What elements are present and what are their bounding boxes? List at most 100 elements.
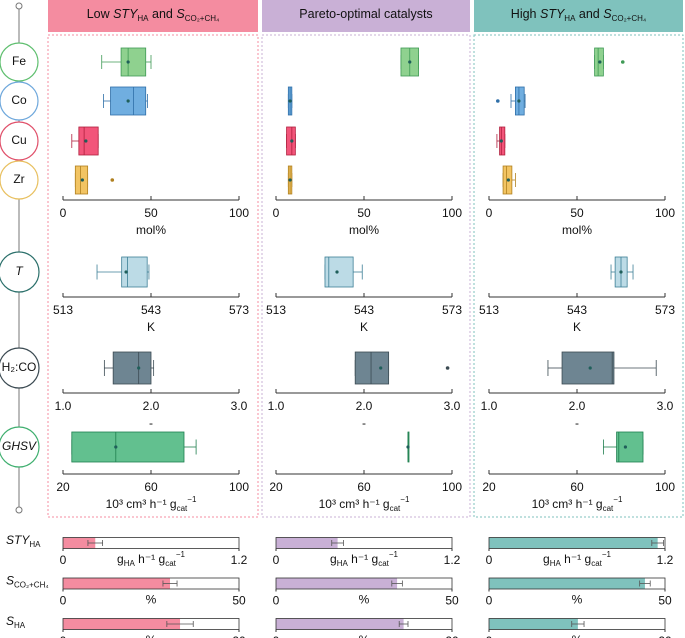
panel-title-part: HA	[564, 14, 576, 23]
tick-label: 2.0	[356, 399, 373, 413]
metric-unit-part: −1	[389, 550, 399, 559]
tick-label: 60	[570, 480, 584, 494]
mean-dot	[126, 99, 130, 103]
metric-bar	[489, 537, 658, 549]
tick-label: 3.0	[231, 399, 248, 413]
box	[616, 431, 644, 463]
tick-label: 20	[482, 480, 496, 494]
panel-title-part: and	[149, 7, 177, 21]
metric-unit: %	[572, 593, 583, 607]
row-label: Fe	[12, 54, 26, 68]
tick-label: 100	[229, 480, 249, 494]
mean-dot	[114, 445, 118, 449]
metric-unit-part: g	[330, 552, 337, 566]
box	[324, 256, 354, 288]
panel-title-part: CO₂+CH₄	[612, 14, 647, 23]
row-label: T	[15, 264, 24, 278]
outlier	[496, 99, 500, 103]
tick-label: 100	[655, 206, 675, 220]
spine-end	[15, 2, 23, 10]
box	[120, 47, 147, 77]
mean-dot	[80, 178, 84, 182]
mean-dot	[517, 99, 521, 103]
mean-dot	[290, 139, 294, 143]
mean-dot	[499, 139, 503, 143]
tick-label: 0	[60, 594, 67, 608]
tick-label: 543	[141, 303, 161, 317]
metric-bar	[63, 537, 96, 549]
tick-label: 513	[53, 303, 73, 317]
metric-unit-part: h⁻¹ g	[561, 552, 591, 566]
row-badge	[0, 81, 39, 121]
mean-dot	[137, 366, 141, 370]
panel-title: Low STYHA and SCO₂+CH₄	[87, 7, 220, 23]
panel-title-part: Low	[87, 7, 113, 21]
metric-label-part: CO₂+CH₄	[14, 581, 49, 590]
tick-label: 50	[232, 594, 246, 608]
box	[71, 431, 185, 463]
axis-unit: K	[147, 320, 155, 334]
outlier	[110, 178, 115, 182]
metric-frame	[488, 577, 666, 590]
panel-header	[262, 0, 470, 32]
axis-unit: 10³ cm³ h⁻¹ gcat−1	[319, 495, 410, 513]
metric-unit: gHA h⁻¹ gcat−1	[543, 550, 612, 568]
panel-header	[48, 0, 258, 32]
tick-label: 0	[273, 634, 280, 638]
tick-label: 513	[479, 303, 499, 317]
metric-frame	[275, 618, 453, 630]
tick-label: 50	[445, 594, 459, 608]
row-badge	[0, 251, 40, 293]
tick-label: 573	[442, 303, 462, 317]
tick-label: 513	[266, 303, 286, 317]
panel-title-part: and	[575, 7, 603, 21]
metric-unit-part: HA	[124, 559, 136, 568]
metric-bar	[276, 537, 338, 549]
row-label: Co	[11, 93, 27, 107]
tick-label: 20	[232, 634, 246, 638]
axis-unit: 10³ cm³ h⁻¹ gcat−1	[106, 495, 197, 513]
tick-label: 1.0	[481, 399, 498, 413]
metric-unit-part: cat	[165, 559, 176, 568]
tick-label: 20	[56, 480, 70, 494]
axis-unit-part: 10³ cm³ h⁻¹ g	[532, 497, 603, 511]
mean-dot	[623, 445, 628, 449]
box	[110, 86, 147, 116]
mean-dot	[406, 445, 410, 449]
metric-label: SCO₂+CH₄	[6, 574, 49, 590]
metric-frame	[488, 618, 666, 630]
row-badge	[0, 42, 39, 82]
metric-label-part: STY	[6, 533, 30, 547]
outlier	[620, 60, 625, 64]
axis-unit-part: cat	[603, 504, 614, 513]
axis-unit: 10³ cm³ h⁻¹ gcat−1	[532, 495, 623, 513]
metric-unit-part: h⁻¹ g	[348, 552, 378, 566]
metric-unit-part: HA	[550, 559, 562, 568]
metric-unit: %	[359, 633, 370, 638]
panel-title-part: Pareto-optimal catalysts	[299, 7, 432, 21]
metric-bar	[489, 578, 645, 589]
row-label: Cu	[11, 133, 26, 147]
tick-label: 573	[655, 303, 675, 317]
tick-label: 2.0	[569, 399, 586, 413]
panel-title-part: S	[176, 7, 185, 21]
axis-unit: K	[573, 320, 581, 334]
tick-label: 1.0	[268, 399, 285, 413]
axis-unit: -	[575, 416, 579, 430]
axis-unit: mol%	[349, 223, 379, 237]
row-label: Zr	[13, 172, 24, 186]
tick-label: 0	[60, 634, 67, 638]
metric-frame	[62, 577, 240, 590]
tick-label: 1.2	[231, 553, 248, 567]
metric-unit: %	[572, 633, 583, 638]
outlier	[445, 366, 450, 370]
metric-unit-part: HA	[337, 559, 349, 568]
panel-header	[474, 0, 683, 32]
metric-label: SHA	[6, 614, 26, 630]
tick-label: 573	[229, 303, 249, 317]
row-badge	[0, 426, 40, 468]
tick-label: 100	[229, 206, 249, 220]
panel-title-part: CO₂+CH₄	[185, 14, 220, 23]
row-badge	[0, 160, 39, 200]
tick-label: 1.0	[55, 399, 72, 413]
